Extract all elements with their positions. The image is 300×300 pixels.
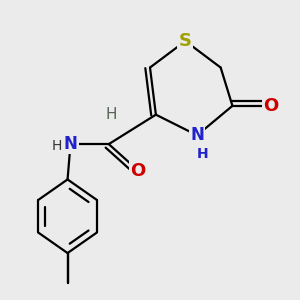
Text: N: N bbox=[64, 135, 77, 153]
Text: H: H bbox=[197, 147, 209, 161]
Text: S: S bbox=[179, 32, 192, 50]
Text: N: N bbox=[190, 126, 204, 144]
Text: O: O bbox=[130, 162, 146, 180]
Text: H: H bbox=[106, 107, 118, 122]
Text: O: O bbox=[263, 97, 278, 115]
Text: H: H bbox=[51, 139, 62, 153]
